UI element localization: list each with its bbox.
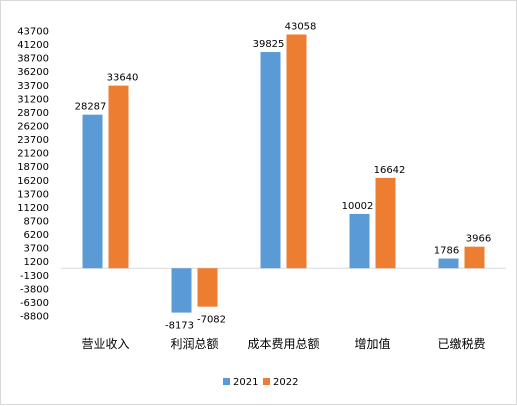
y-tick-label: 43700	[17, 27, 49, 38]
bar-2022	[464, 246, 485, 269]
y-tick-label: -6300	[20, 298, 49, 309]
data-label: 28287	[75, 102, 107, 113]
y-tick-label: 41200	[17, 40, 49, 51]
data-label: 10002	[342, 201, 374, 212]
bar-2021	[349, 213, 370, 269]
bar-2022	[375, 177, 396, 269]
bar-2022	[197, 268, 218, 307]
y-tick-label: 6200	[24, 230, 49, 241]
y-tick-label: 18700	[17, 162, 49, 173]
y-tick-label: 26200	[17, 122, 49, 133]
y-tick-label: 1200	[24, 257, 49, 268]
x-axis-categories: 营业收入 利润总额 成本费用总额 增加值 已缴税费	[81, 336, 485, 351]
data-label: 33640	[107, 73, 139, 84]
y-tick-label: 31200	[17, 94, 49, 105]
legend-swatch-2021	[223, 378, 230, 385]
y-tick-label: 16200	[17, 176, 49, 187]
bars	[82, 34, 485, 313]
y-tick-label: 38700	[17, 54, 49, 65]
y-tick-label: 36200	[17, 67, 49, 78]
legend-label: 2021	[233, 377, 258, 388]
legend: 2021 2022	[223, 377, 298, 388]
y-axis: 43700 41200 38700 36200 33700 31200 28700 26200…	[17, 27, 506, 323]
y-tick-label: -3800	[20, 284, 49, 295]
data-label: 39825	[253, 39, 285, 50]
data-label: 3966	[466, 234, 491, 245]
bar-2021	[82, 114, 103, 269]
y-tick-label: 33700	[17, 81, 49, 92]
bar-2021	[171, 268, 192, 313]
bar-2021	[438, 258, 459, 269]
y-tick-label: 3700	[24, 244, 49, 255]
legend-label: 2022	[273, 377, 298, 388]
category-label: 成本费用总额	[247, 337, 319, 351]
bar-2022	[286, 34, 307, 269]
y-tick-label: 23700	[17, 135, 49, 146]
data-label: -8173	[165, 321, 194, 332]
category-label: 增加值	[354, 336, 390, 351]
data-label: 16642	[374, 165, 406, 176]
bar-2022	[108, 85, 129, 269]
y-tick-label: 13700	[17, 189, 49, 200]
y-tick-label: 28700	[17, 108, 49, 119]
legend-swatch-2022	[263, 378, 270, 385]
y-tick-label: -8800	[20, 312, 49, 323]
y-tick-label: 8700	[24, 217, 49, 228]
category-label: 营业收入	[81, 337, 129, 351]
category-label: 利润总额	[170, 337, 218, 351]
data-label: 1786	[434, 246, 459, 257]
data-label: 43058	[285, 21, 317, 32]
category-label: 已缴税费	[437, 336, 485, 351]
y-tick-label: 11200	[17, 203, 49, 214]
y-tick-label: -1300	[20, 271, 49, 282]
bar-2021	[260, 52, 281, 269]
y-tick-label: 21200	[17, 149, 49, 160]
data-label: -7082	[197, 315, 226, 326]
